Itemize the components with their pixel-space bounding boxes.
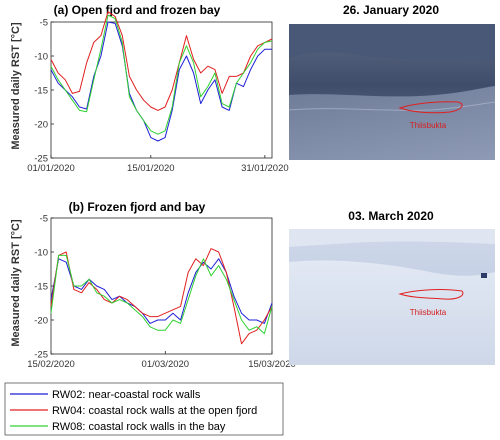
- photo-march-bay-outline: [398, 289, 464, 300]
- photo-march-snow: [289, 260, 495, 365]
- photo-january-title: 26. January 2020: [343, 3, 439, 17]
- legend-box: [4, 382, 284, 436]
- panel-b-series-rw08-line: [50, 254, 273, 335]
- panel-a-xtick-label: 01/01/2020: [27, 163, 75, 174]
- panel-a-xtick-label: 15/01/2020: [127, 163, 175, 174]
- photo-january: 26. January 2020 Thiisbukta: [288, 3, 496, 160]
- panel-b-xtick-label: 01/03/2020: [142, 359, 190, 370]
- panel-b-ytick-label: -5: [40, 213, 48, 224]
- panel-a-series-rw04-line: [50, 11, 273, 111]
- panel-a-xtick-label: 31/01/2020: [241, 163, 289, 174]
- panel-a-axes-frame: [50, 21, 273, 159]
- panel-b-xtick-label: 15/02/2020: [27, 359, 75, 370]
- photo-march-title: 03. March 2020: [348, 209, 434, 223]
- panel-b-ytick-label: -10: [34, 247, 48, 258]
- legend-label-rw04: RW04: coastal rock walls at the open fjo…: [52, 405, 257, 417]
- panel-a-ytick-label: -20: [34, 119, 48, 130]
- panel-b-plot-area: -25 -20 -15 -10 -5 15/02/2020 01/03/2020 15/03/…: [27, 213, 296, 370]
- panel-b-title: (b) Frozen fjord and bay: [69, 200, 206, 214]
- panel-a-ytick-label: -10: [34, 51, 48, 62]
- panel-b-ytick-label: -25: [34, 349, 48, 360]
- panel-b-xtick-label: 15/03/2020: [248, 359, 296, 370]
- panel-a-series-rw08-line: [50, 14, 273, 135]
- panel-a-ylabel: Measured daily RST [°C]: [10, 22, 22, 150]
- panel-b-ytick-label: -20: [34, 315, 48, 326]
- photo-march: 03. March 2020 Thiisbukta: [289, 209, 495, 365]
- panel-b-chart: (b) Frozen fjord and bay Measured daily …: [10, 200, 296, 370]
- panel-b-ytick-label: -15: [34, 281, 48, 292]
- photo-january-place-label: Thiisbukta: [410, 121, 447, 130]
- legend-label-rw02: RW02: near-coastal rock walls: [52, 389, 201, 401]
- panel-a-ytick-label: -25: [34, 153, 48, 164]
- panel-a-plot-area: -25 -20 -15 -10 -5 01/01/2020 15/01/2020 31/01/…: [27, 11, 289, 174]
- legend-label-rw08: RW08: coastal rock walls in the bay: [52, 421, 226, 433]
- legend: RW02: near-coastal rock walls RW04: coas…: [4, 382, 284, 436]
- panel-a-ytick-label: -15: [34, 85, 48, 96]
- panel-b-ylabel: Measured daily RST [°C]: [10, 219, 22, 347]
- photo-january-ice: [289, 86, 495, 160]
- photo-march-hut: [481, 273, 487, 278]
- panel-a-chart: (a) Open fjord and frozen bay Measured d…: [10, 3, 289, 174]
- photo-march-place-label: Thiisbukta: [410, 308, 447, 317]
- panel-a-series-rw02-line: [50, 21, 272, 142]
- panel-a-title: (a) Open fjord and frozen bay: [54, 3, 221, 17]
- panel-b-series-rw04-line: [50, 248, 273, 345]
- photo-march-sky: [289, 229, 495, 247]
- panel-a-ytick-label: -5: [40, 17, 48, 28]
- photo-january-water: [289, 24, 495, 60]
- photo-january-bay-outline: [398, 101, 463, 114]
